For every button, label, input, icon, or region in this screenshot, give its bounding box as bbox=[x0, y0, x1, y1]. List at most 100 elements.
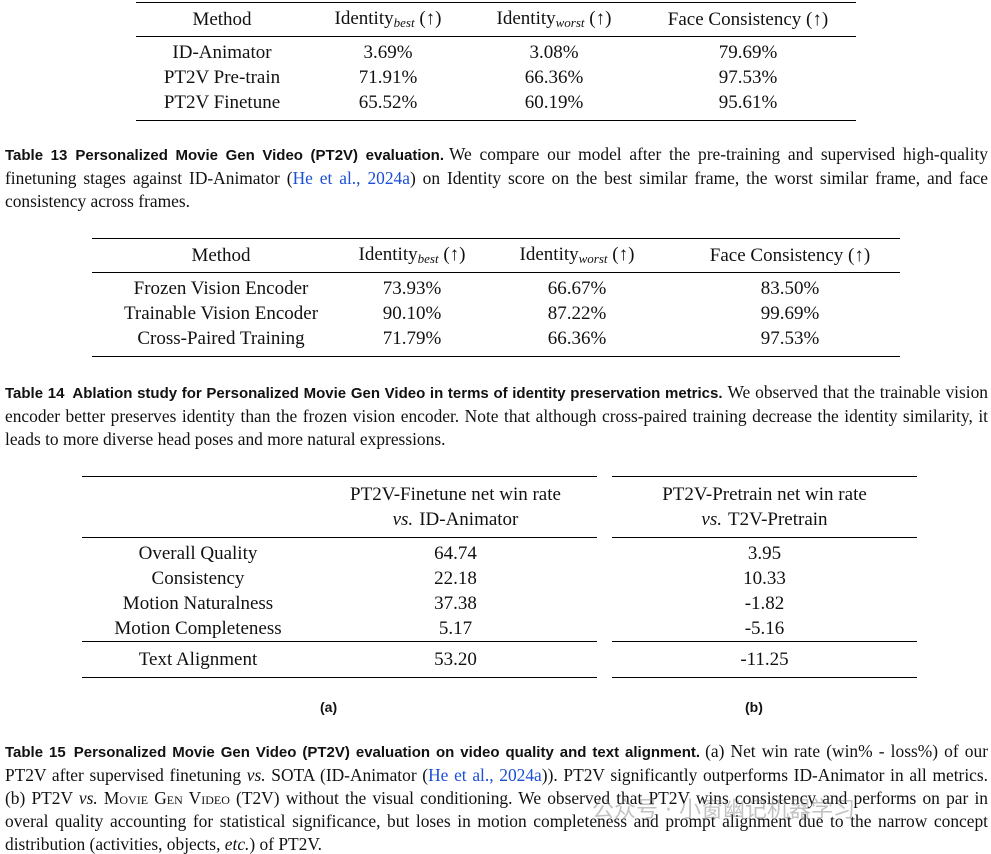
column-header: Identitybest (↑) bbox=[350, 238, 474, 273]
table-cell: 83.50% bbox=[760, 278, 820, 299]
row-label: Motion Completeness bbox=[114, 618, 282, 639]
table-cell: 3.95 bbox=[747, 543, 782, 564]
row-label: Overall Quality bbox=[138, 543, 258, 564]
table: PT2V-Finetune net win rate vs. ID-Animator… bbox=[82, 476, 597, 678]
header-vs: vs. bbox=[392, 509, 414, 530]
table-cell: -11.25 bbox=[612, 641, 917, 678]
table-row: Motion Completeness 5.17 bbox=[82, 616, 597, 642]
caption-title: Personalized Movie Gen Video (PT2V) eval… bbox=[73, 744, 701, 761]
row-label: Trainable Vision Encoder bbox=[123, 303, 319, 324]
table-cell: 66.36% bbox=[547, 328, 607, 349]
caption-title: Personalized Movie Gen Video (PT2V) eval… bbox=[75, 147, 445, 164]
table-body: ID-Animator 3.69% 3.08% 79.69% PT2V Pre-trai… bbox=[136, 37, 856, 121]
row-label: Consistency bbox=[151, 568, 245, 589]
table-cell: -5.16 bbox=[744, 618, 785, 639]
table-cell: 97.53% bbox=[760, 328, 820, 349]
subtable-label: (b) bbox=[745, 699, 763, 715]
header-suffix: (↑) bbox=[584, 8, 612, 29]
table-row: Text Alignment 53.20 bbox=[82, 641, 597, 678]
caption-text: We observed that the trainable vision en… bbox=[5, 382, 988, 449]
header-line: vs. T2V-Pretrain bbox=[612, 507, 917, 532]
table-cell: 3.08% bbox=[529, 42, 579, 63]
caption-text: ) on Identity score on the best similar … bbox=[5, 168, 988, 211]
row-label: PT2V Finetune bbox=[163, 92, 281, 113]
column-header: Face Consistency (↑) bbox=[680, 238, 900, 273]
table-row: Motion Naturalness 37.38 bbox=[82, 591, 597, 616]
table-cell: 66.67% bbox=[547, 278, 607, 299]
table-head: PT2V-Finetune net win rate vs. ID-Animator bbox=[82, 476, 597, 538]
table-cell: 73.93% bbox=[382, 278, 442, 299]
caption-label: Table 13 bbox=[5, 147, 68, 164]
table-cell: 99.69% bbox=[760, 303, 820, 324]
table-cell: 65.52% bbox=[358, 92, 418, 113]
table: PT2V-Pretrain net win rate vs. T2V-Pretrai… bbox=[612, 476, 917, 678]
row-label: Cross-Paired Training bbox=[137, 328, 305, 349]
header-row: PT2V-Pretrain net win rate vs. T2V-Pretrai… bbox=[612, 476, 917, 538]
table-cell: 95.61% bbox=[718, 92, 778, 113]
table-row: Trainable Vision Encoder 90.10% 87.22% 99.6… bbox=[92, 301, 900, 326]
table-row: 10.33 bbox=[612, 566, 917, 591]
table-cell: 66.36% bbox=[524, 67, 584, 88]
table-body: 3.95 10.33 -1.82 -5.16 -11.25 bbox=[612, 538, 917, 678]
header-subscript: worst bbox=[555, 15, 585, 30]
table-row: PT2V Pre-train 71.91% 66.36% 97.53% bbox=[136, 65, 856, 90]
header-subscript: best bbox=[393, 15, 415, 30]
header-text: T2V-Pretrain bbox=[728, 509, 828, 530]
header-subscript: best bbox=[417, 251, 439, 266]
table-row: ID-Animator 3.69% 3.08% 79.69% bbox=[136, 37, 856, 66]
header-main: Identity bbox=[358, 244, 418, 265]
table-cell: 71.91% bbox=[358, 67, 418, 88]
caption-text: We compare our model after the pre-train… bbox=[5, 144, 988, 188]
citation-link[interactable]: He et al., 2024a bbox=[292, 168, 410, 188]
header-suffix: (↑) bbox=[438, 244, 466, 265]
caption-text: ) of PT2V. bbox=[249, 834, 323, 854]
table-body: Frozen Vision Encoder 73.93% 66.67% 83.50% T… bbox=[92, 273, 900, 357]
header-row: Method Identitybest (↑) Identityworst (↑) F… bbox=[136, 2, 856, 37]
row-label: Motion Naturalness bbox=[122, 593, 274, 614]
table-row: -11.25 bbox=[612, 641, 917, 678]
header-suffix: (↑) bbox=[607, 244, 635, 265]
table-row: Overall Quality 64.74 bbox=[82, 538, 597, 567]
table-cell: 37.38 bbox=[434, 593, 477, 614]
caption-text: etc. bbox=[224, 834, 250, 854]
table-cell: 3.69% bbox=[363, 42, 413, 63]
table-cell: 79.69% bbox=[718, 42, 778, 63]
caption: Table 14 Ablation study for Personalized … bbox=[5, 381, 988, 451]
column-header: Identityworst (↑) bbox=[474, 238, 680, 273]
caption: Table 15 Personalized Movie Gen Video (PT… bbox=[5, 740, 988, 854]
header-main: Identity bbox=[519, 244, 579, 265]
header-line: PT2V-Finetune net win rate bbox=[350, 484, 561, 505]
table-cell: -1.82 bbox=[744, 593, 785, 614]
table-cell: 53.20 bbox=[314, 641, 597, 678]
column-header: Method bbox=[92, 238, 350, 273]
caption-label: Table 15 bbox=[5, 744, 66, 761]
header-row: Method Identitybest (↑) Identityworst (↑) F… bbox=[92, 238, 900, 273]
table-cell: 5.17 bbox=[438, 618, 473, 639]
watermark: 公众号 · 小窗幽记机器学习 bbox=[592, 798, 855, 823]
column-header: PT2V-Pretrain net win rate vs. T2V-Pretrai… bbox=[612, 476, 917, 538]
header-main: Identity bbox=[496, 8, 556, 29]
table-cell: 71.79% bbox=[382, 328, 442, 349]
citation-link[interactable]: He et al., 2024a bbox=[428, 765, 542, 785]
row-label: PT2V Pre-train bbox=[163, 67, 281, 88]
column-header: Identityworst (↑) bbox=[468, 2, 640, 37]
header-line: vs. ID-Animator bbox=[314, 507, 597, 532]
table-body: Overall Quality 64.74 Consistency 22.18 Moti… bbox=[82, 538, 597, 678]
table-row: 3.95 bbox=[612, 538, 917, 567]
table-row: Cross-Paired Training 71.79% 66.36% 97.53% bbox=[92, 326, 900, 357]
caption-label: Table 14 bbox=[5, 385, 65, 402]
column-header: Method bbox=[136, 2, 308, 37]
column-header: Face Consistency (↑) bbox=[640, 2, 856, 37]
caption-text: SOTA (ID-Animator ( bbox=[265, 765, 429, 785]
table-row: PT2V Finetune 65.52% 60.19% 95.61% bbox=[136, 90, 856, 121]
table-head: PT2V-Pretrain net win rate vs. T2V-Pretrai… bbox=[612, 476, 917, 538]
caption-text: Movie Gen Video bbox=[103, 788, 230, 808]
table-cell: 22.18 bbox=[434, 568, 477, 589]
table-row: Consistency 22.18 bbox=[82, 566, 597, 591]
table-cell: 97.53% bbox=[718, 67, 778, 88]
header-suffix: (↑) bbox=[414, 8, 442, 29]
column-header: PT2V-Finetune net win rate vs. ID-Animator bbox=[314, 476, 597, 538]
table: Method Identitybest (↑) Identityworst (↑) F… bbox=[136, 2, 856, 121]
table-cell: 87.22% bbox=[547, 303, 607, 324]
